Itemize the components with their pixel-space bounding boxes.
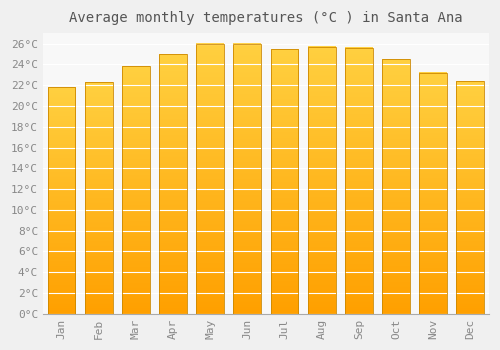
- Bar: [48, 87, 76, 314]
- Bar: [456, 81, 484, 314]
- Bar: [308, 47, 336, 314]
- Bar: [85, 82, 112, 314]
- Bar: [270, 49, 298, 314]
- Bar: [122, 66, 150, 314]
- Bar: [345, 48, 373, 314]
- Bar: [382, 59, 410, 314]
- Bar: [196, 44, 224, 314]
- Bar: [234, 44, 262, 314]
- Bar: [159, 54, 187, 314]
- Bar: [419, 73, 447, 314]
- Title: Average monthly temperatures (°C ) in Santa Ana: Average monthly temperatures (°C ) in Sa…: [69, 11, 462, 25]
